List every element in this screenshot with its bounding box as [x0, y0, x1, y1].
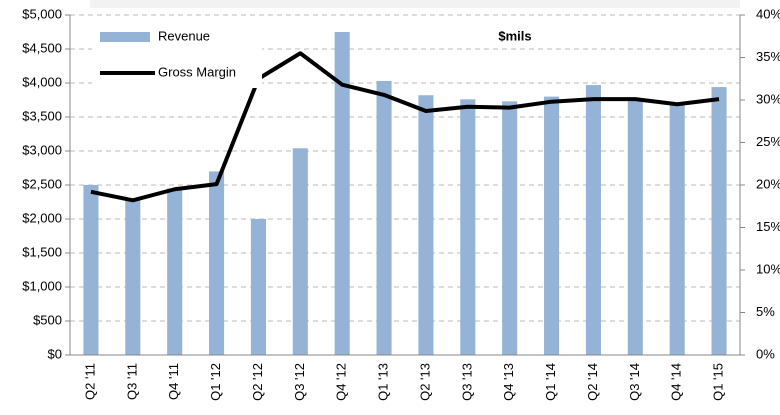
bar — [167, 188, 183, 355]
y-tick-label: $4,000 — [22, 74, 62, 89]
x-tick-label: Q3 '13 — [459, 363, 474, 401]
y-tick-label: $0 — [48, 346, 62, 361]
y2-tick-label: 10% — [756, 261, 780, 276]
bar — [627, 100, 643, 355]
annotation: $mils — [498, 28, 531, 43]
y-tick-label: $1,000 — [22, 278, 62, 293]
x-tick-label: Q4 '11 — [166, 363, 181, 400]
y-tick-label: $2,000 — [22, 210, 62, 225]
bar — [669, 104, 685, 355]
y2-tick-label: 30% — [756, 91, 780, 106]
y-tick-label: $4,500 — [22, 40, 62, 55]
x-tick-label: Q1 '15 — [711, 363, 726, 401]
x-tick-label: Q2 '12 — [250, 363, 265, 401]
x-tick-label: Q4 '14 — [669, 363, 684, 401]
line — [90, 51, 720, 203]
y-tick-label: $500 — [33, 312, 62, 327]
y2-tick-label: 20% — [756, 176, 780, 191]
y-tick-label: $3,000 — [22, 142, 62, 157]
x-tick-label: Q1 '14 — [543, 363, 558, 401]
y2-tick-label: 0% — [756, 346, 775, 361]
legend-swatch — [100, 32, 150, 42]
bar — [292, 148, 308, 355]
bar — [418, 95, 434, 356]
y2-tick-label: 5% — [756, 304, 775, 319]
x-tick-label: Q2 '14 — [585, 363, 600, 401]
panel-shadow — [90, 0, 740, 8]
bar — [376, 80, 392, 356]
x-tick-label: Q4 '13 — [501, 363, 516, 401]
bar — [125, 198, 141, 355]
y2-tick-label: 25% — [756, 134, 780, 149]
legend-label: Revenue — [158, 28, 210, 43]
bar — [209, 171, 225, 355]
bar — [711, 87, 727, 355]
bar — [502, 101, 518, 355]
y-tick-label: $1,500 — [22, 244, 62, 259]
bar — [334, 32, 350, 355]
x-tick-label: Q3 '12 — [292, 363, 307, 401]
bar — [460, 99, 476, 355]
x-tick-label: Q4 '12 — [334, 363, 349, 401]
y2-tick-label: 40% — [756, 6, 780, 21]
y2-tick-label: 15% — [756, 219, 780, 234]
x-tick-label: Q2 '11 — [82, 363, 97, 400]
x-tick-label: Q3 '11 — [124, 363, 139, 400]
y2-tick-label: 35% — [756, 49, 780, 64]
x-tick-label: Q3 '14 — [627, 363, 642, 401]
bar — [544, 96, 560, 355]
legend-label: Gross Margin — [158, 64, 236, 79]
y-tick-label: $2,500 — [22, 176, 62, 191]
y-tick-label: $5,000 — [22, 6, 62, 21]
bar — [83, 185, 99, 355]
x-tick-label: Q1 '12 — [208, 363, 223, 401]
x-tick-label: Q1 '13 — [376, 363, 391, 401]
x-tick-label: Q2 '13 — [417, 363, 432, 401]
y-tick-label: $3,500 — [22, 108, 62, 123]
bar — [585, 85, 601, 355]
bar — [250, 219, 266, 355]
